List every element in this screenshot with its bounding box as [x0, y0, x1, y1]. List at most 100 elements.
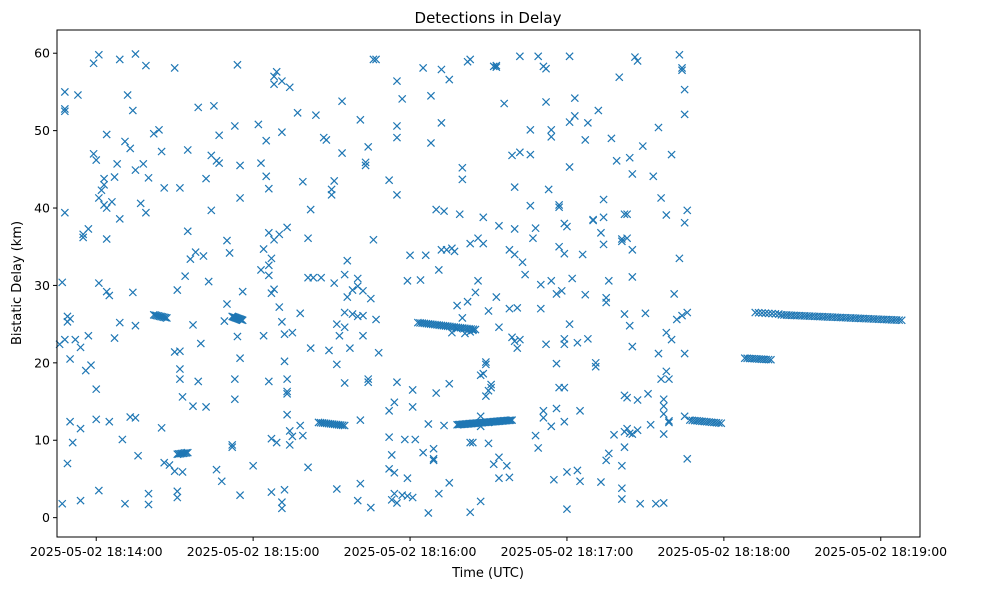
- data-point: [191, 248, 200, 257]
- data-point: [369, 235, 378, 244]
- y-tick-label: 30: [34, 278, 50, 293]
- data-point: [186, 255, 195, 264]
- data-point: [126, 144, 135, 153]
- data-point: [400, 435, 409, 444]
- data-point: [510, 337, 519, 346]
- data-point: [372, 55, 381, 64]
- data-point: [458, 175, 467, 184]
- data-point: [306, 344, 315, 353]
- data-point: [596, 478, 605, 487]
- data-point: [353, 496, 362, 505]
- data-point: [578, 250, 587, 259]
- data-point: [664, 418, 673, 427]
- data-point: [134, 451, 143, 460]
- data-point: [489, 62, 498, 71]
- data-point: [285, 83, 294, 92]
- data-point: [562, 222, 571, 231]
- data-point: [560, 383, 569, 392]
- data-point: [196, 339, 205, 348]
- data-point: [385, 464, 394, 473]
- data-point: [392, 77, 401, 86]
- data-point: [583, 118, 592, 127]
- data-point: [617, 484, 626, 493]
- data-point: [304, 463, 313, 472]
- data-point: [675, 254, 684, 263]
- data-point: [636, 499, 645, 508]
- data-point: [283, 375, 292, 384]
- data-point: [513, 344, 522, 353]
- data-point: [387, 450, 396, 459]
- data-point: [557, 286, 566, 295]
- data-point: [458, 313, 467, 322]
- data-point: [528, 234, 537, 243]
- data-point: [476, 412, 485, 421]
- data-point: [521, 270, 530, 279]
- data-point: [426, 91, 435, 100]
- data-point: [254, 120, 263, 129]
- data-point: [623, 210, 632, 219]
- data-point: [604, 276, 613, 285]
- x-tick-label: 2025-05-02 18:18:00: [657, 544, 790, 559]
- data-point: [680, 349, 689, 358]
- data-point: [131, 413, 140, 422]
- data-point: [392, 190, 401, 199]
- data-point: [612, 156, 621, 165]
- data-point: [555, 203, 564, 212]
- data-point: [285, 426, 294, 435]
- data-point: [343, 256, 352, 265]
- data-point: [283, 410, 292, 419]
- x-tick-label: 2025-05-02 18:14:00: [30, 544, 163, 559]
- data-point: [262, 172, 271, 181]
- data-point: [675, 50, 684, 59]
- plot-frame: [56, 29, 921, 538]
- data-point: [411, 435, 420, 444]
- y-tick-label: 60: [34, 46, 50, 61]
- data-point: [680, 218, 689, 227]
- data-point: [471, 288, 480, 297]
- data-point: [256, 159, 266, 168]
- data-point: [419, 63, 428, 72]
- data-point: [330, 279, 339, 288]
- data-point: [343, 293, 352, 302]
- data-point: [264, 261, 273, 270]
- data-point: [338, 149, 347, 158]
- data-point: [275, 230, 284, 239]
- data-point: [751, 308, 760, 317]
- data-point: [173, 286, 182, 295]
- x-tick-label: 2025-05-02 18:16:00: [344, 544, 477, 559]
- data-point: [408, 402, 417, 411]
- data-point: [272, 67, 281, 76]
- data-point: [385, 433, 394, 442]
- data-point: [89, 59, 98, 68]
- plot-area: [55, 29, 921, 538]
- data-point: [562, 467, 571, 477]
- data-point: [330, 176, 339, 185]
- data-point: [215, 131, 224, 140]
- data-point: [277, 498, 286, 507]
- data-point: [188, 402, 198, 411]
- data-point: [188, 320, 198, 329]
- x-axis-label: Time (UTC): [451, 566, 524, 581]
- data-point: [92, 385, 101, 394]
- data-point: [173, 493, 182, 502]
- data-point: [526, 201, 535, 210]
- data-point: [508, 151, 517, 160]
- data-point: [764, 309, 773, 318]
- data-point: [353, 274, 362, 283]
- data-point: [220, 317, 229, 326]
- data-point: [654, 123, 663, 132]
- data-point: [534, 443, 543, 453]
- data-point: [659, 430, 668, 439]
- data-point: [387, 495, 396, 504]
- data-point: [515, 335, 524, 344]
- data-point: [766, 355, 775, 364]
- data-point: [58, 278, 67, 287]
- data-point: [565, 52, 574, 61]
- data-markers: [55, 49, 906, 518]
- data-point: [68, 438, 77, 447]
- data-point: [73, 90, 82, 100]
- data-point: [144, 173, 153, 182]
- data-point: [277, 128, 286, 137]
- data-point: [667, 335, 676, 344]
